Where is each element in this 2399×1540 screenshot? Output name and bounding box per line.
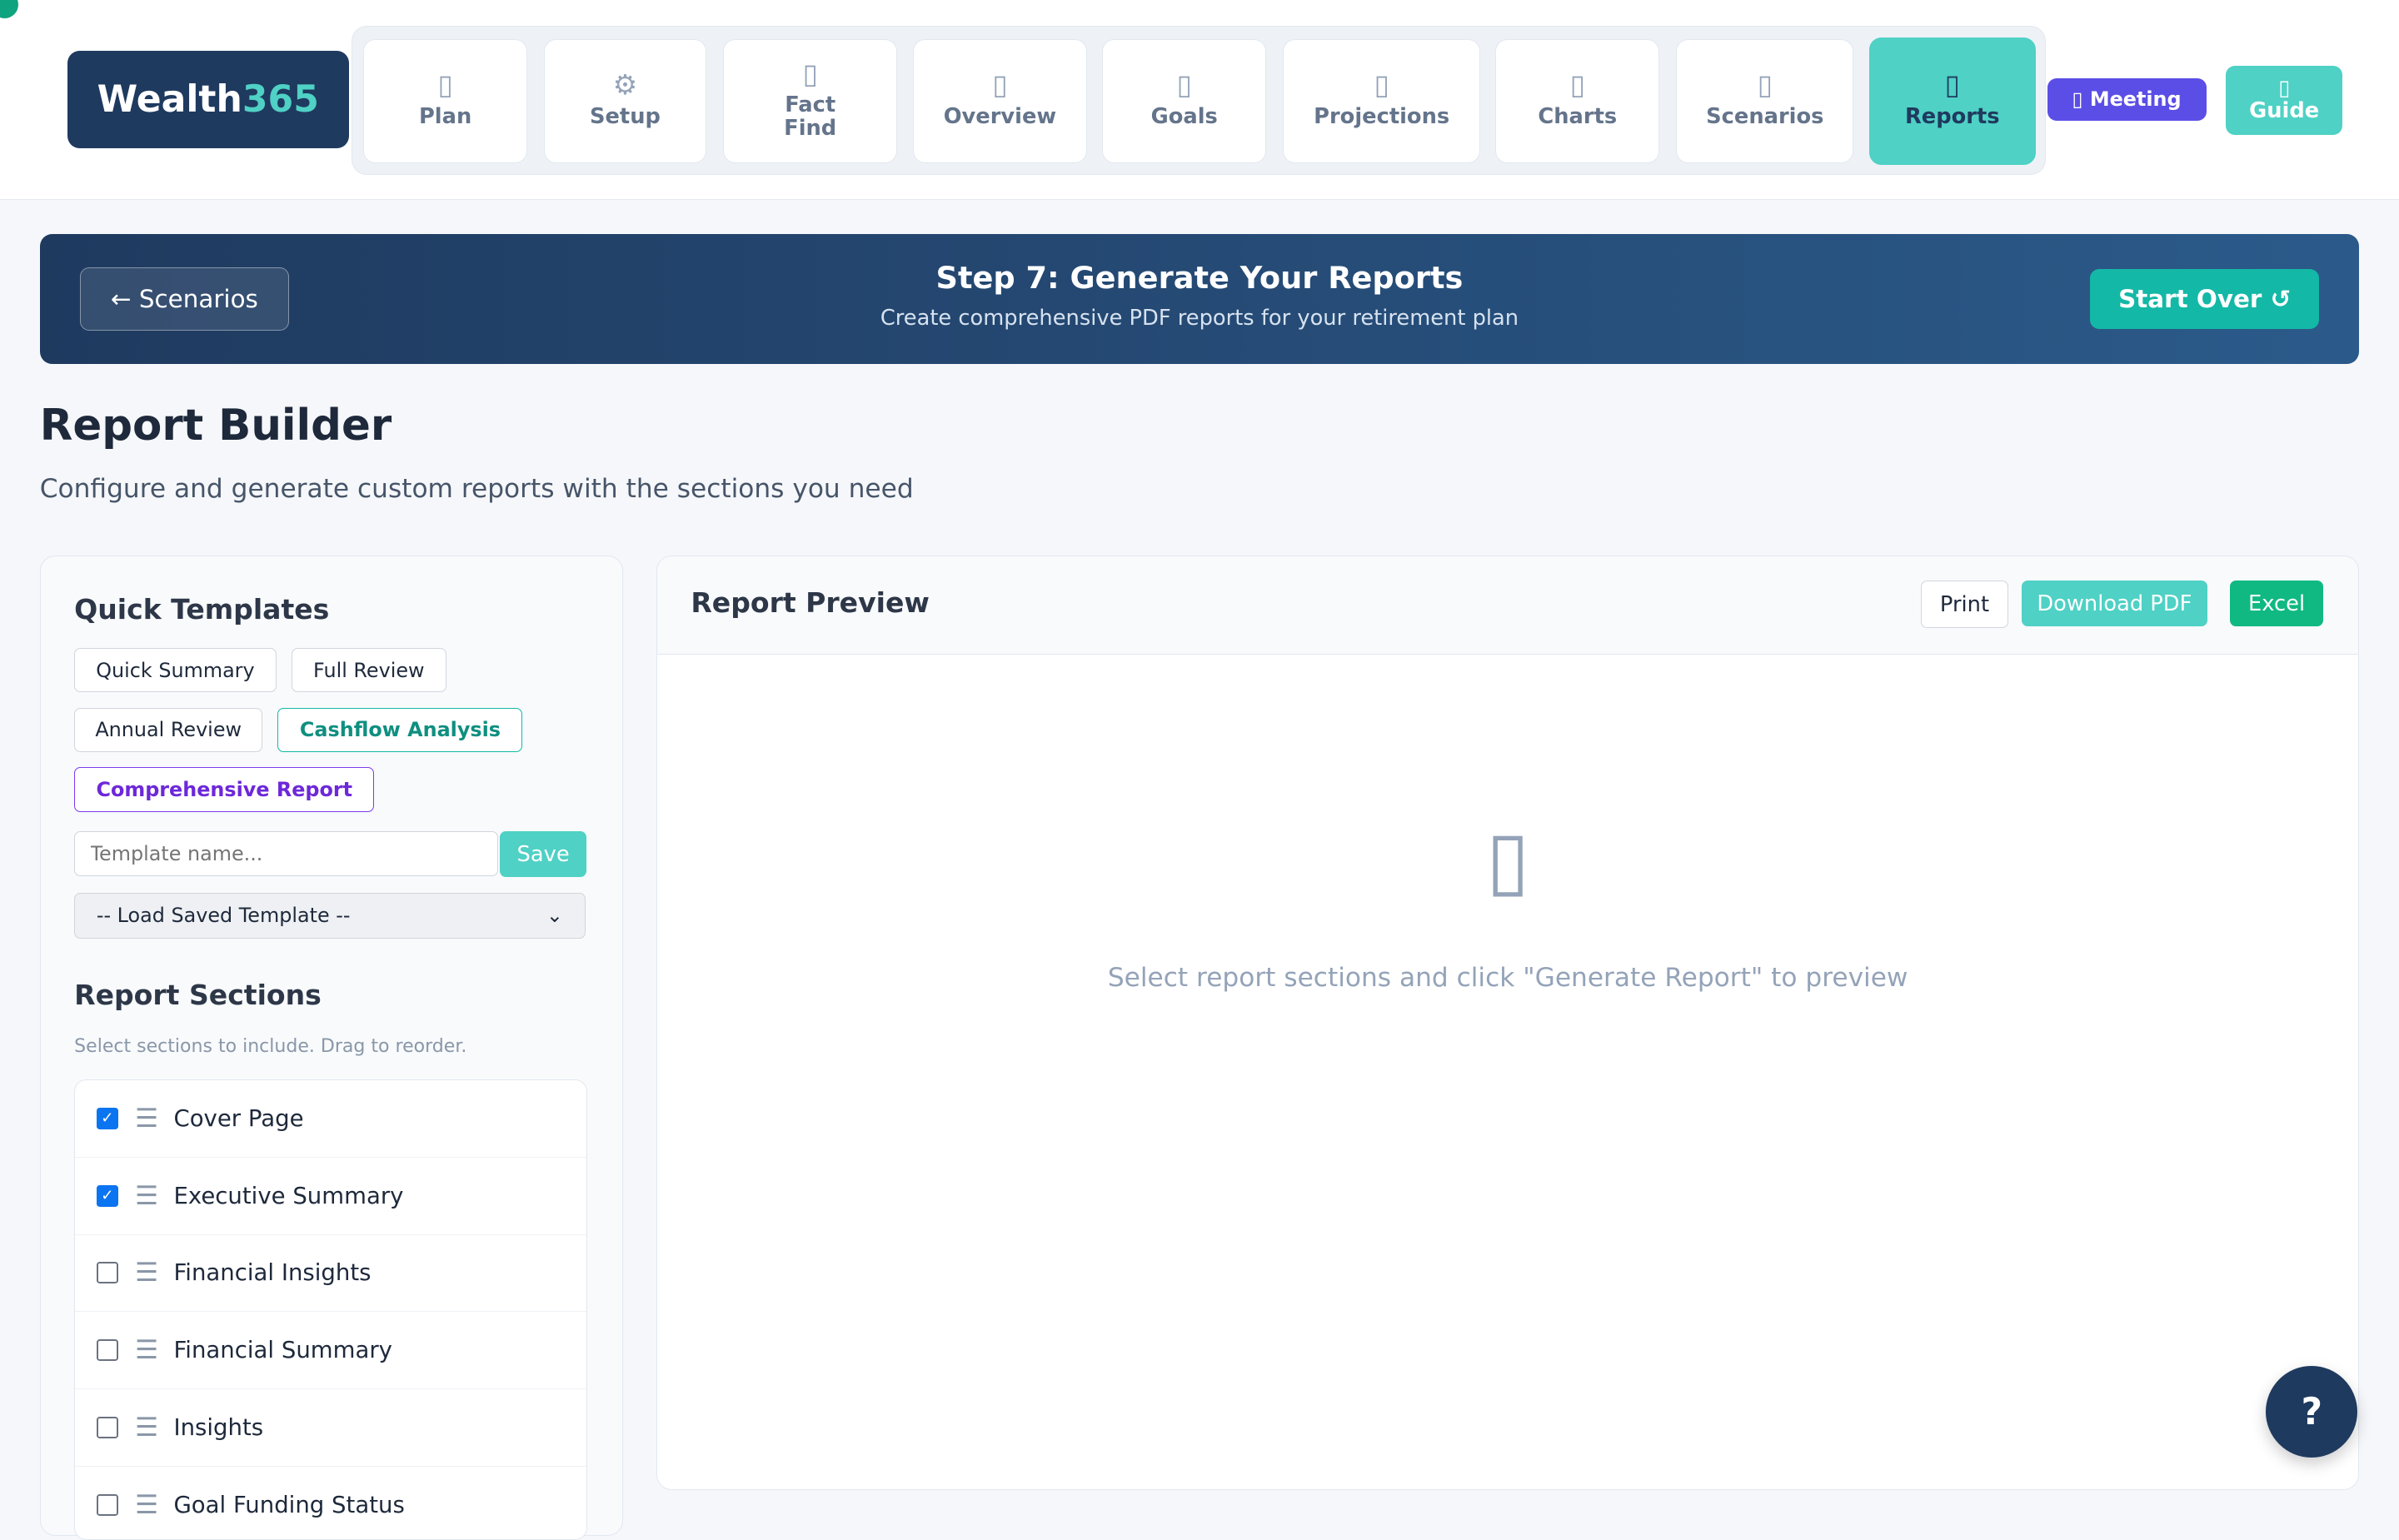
- template-comprehensive-report[interactable]: Comprehensive Report: [74, 767, 375, 812]
- section-checkbox[interactable]: [96, 1339, 118, 1362]
- load-template-select[interactable]: -- Load Saved Template -- ⌄: [74, 892, 586, 939]
- section-item[interactable]: ☰ Financial Summary: [75, 1312, 586, 1390]
- save-template-button[interactable]: Save: [499, 831, 587, 878]
- document-icon: ▯: [1485, 813, 1530, 907]
- step-title: Step 7: Generate Your Reports: [935, 260, 1464, 297]
- print-button[interactable]: Print: [1921, 581, 2008, 629]
- template-annual-review[interactable]: Annual Review: [74, 707, 263, 752]
- template-cashflow-analysis[interactable]: Cashflow Analysis: [277, 707, 523, 752]
- section-label: Cover Page: [173, 1104, 304, 1132]
- tab-projections[interactable]: ▯ Projections: [1283, 38, 1481, 163]
- start-over-button[interactable]: Start Over ↺: [2089, 269, 2320, 329]
- sections-hint: Select sections to include. Drag to reor…: [74, 1036, 467, 1058]
- section-checkbox[interactable]: [96, 1493, 118, 1516]
- step-subtitle: Create comprehensive PDF reports for you…: [880, 306, 1519, 331]
- overview-icon: ▯: [992, 68, 1008, 102]
- logo-text: Wealth: [97, 77, 242, 121]
- section-checkbox[interactable]: ✓: [96, 1107, 118, 1129]
- drag-handle-icon[interactable]: ☰: [135, 1258, 159, 1288]
- excel-button[interactable]: Excel: [2230, 581, 2324, 627]
- section-checkbox[interactable]: [96, 1262, 118, 1284]
- tab-label: Plan: [418, 103, 472, 129]
- section-label: Goal Funding Status: [173, 1491, 405, 1518]
- template-quick-summary[interactable]: Quick Summary: [74, 647, 277, 693]
- drag-handle-icon[interactable]: ☰: [135, 1335, 159, 1366]
- tab-label: Setup: [589, 103, 661, 129]
- drag-handle-icon[interactable]: ☰: [135, 1180, 159, 1211]
- tab-reports[interactable]: ▯ Reports: [1868, 37, 2036, 165]
- meeting-button[interactable]: ▯ Meeting: [2047, 77, 2207, 122]
- tab-label: Scenarios: [1706, 103, 1824, 129]
- tab-goals[interactable]: ▯ Goals: [1102, 38, 1267, 163]
- section-item[interactable]: ☰ Goal Funding Status: [75, 1467, 586, 1539]
- tab-fact-find[interactable]: ▯ Fact Find: [722, 38, 898, 163]
- tab-label: Fact Find: [784, 92, 837, 141]
- top-bar: Wealth 365 ▯ Plan ⚙ Setup ▯ Fact Find ▯ Overv…: [0, 0, 2399, 200]
- page-title: Report Builder: [39, 401, 392, 451]
- tab-scenarios[interactable]: ▯ Scenarios: [1676, 38, 1854, 163]
- reports-icon: ▯: [1944, 68, 1960, 102]
- template-full-review[interactable]: Full Review: [291, 647, 446, 693]
- drag-handle-icon[interactable]: ☰: [135, 1103, 159, 1134]
- section-item[interactable]: ☰ Financial Insights: [75, 1235, 586, 1313]
- main-nav: ▯ Plan ⚙ Setup ▯ Fact Find ▯ Overview ▯ Goals…: [352, 26, 2046, 175]
- charts-icon: ▯: [1569, 68, 1585, 102]
- sections-heading: Report Sections: [74, 978, 322, 1011]
- back-button[interactable]: ← Scenarios: [79, 267, 290, 331]
- fact-find-icon: ▯: [802, 57, 818, 90]
- drag-handle-icon[interactable]: ☰: [135, 1489, 159, 1520]
- gear-icon: ⚙: [612, 68, 638, 102]
- tab-label: Overview: [943, 103, 1057, 129]
- guide-icon: ▯: [2278, 75, 2291, 101]
- section-label: Insights: [173, 1414, 264, 1442]
- section-label: Executive Summary: [173, 1182, 404, 1209]
- section-label: Financial Insights: [173, 1259, 372, 1287]
- plan-icon: ▯: [437, 68, 453, 102]
- config-panel: Quick Templates Quick Summary Full Revie…: [39, 555, 623, 1540]
- template-name-input[interactable]: [74, 831, 499, 876]
- report-preview-panel: Report Preview Print Download PDF Excel …: [656, 555, 2360, 1491]
- status-dot: [0, 0, 19, 19]
- section-item[interactable]: ✓ ☰ Cover Page: [75, 1080, 586, 1158]
- section-checkbox[interactable]: [96, 1417, 118, 1439]
- scenarios-icon: ▯: [1757, 68, 1773, 102]
- page-subtitle: Configure and generate custom reports wi…: [39, 474, 914, 505]
- sections-list: ✓ ☰ Cover Page ✓ ☰ Executive Summary ☰ Financia…: [74, 1079, 587, 1540]
- tab-label: Reports: [1905, 103, 2000, 129]
- tab-overview[interactable]: ▯ Overview: [912, 38, 1088, 163]
- select-value: -- Load Saved Template --: [96, 904, 351, 928]
- tab-label: Charts: [1538, 103, 1618, 129]
- download-pdf-button[interactable]: Download PDF: [2022, 581, 2207, 627]
- help-button[interactable]: ?: [2266, 1366, 2358, 1458]
- tab-label: Projections: [1314, 103, 1450, 129]
- logo[interactable]: Wealth 365: [67, 50, 349, 149]
- empty-preview-text: Select report sections and click "Genera…: [1107, 963, 1908, 994]
- projections-icon: ▯: [1374, 68, 1389, 102]
- preview-header: Report Preview Print Download PDF Excel: [656, 556, 2359, 655]
- drag-handle-icon[interactable]: ☰: [135, 1413, 159, 1443]
- goals-icon: ▯: [1176, 68, 1192, 102]
- section-label: Financial Summary: [173, 1337, 392, 1364]
- guide-label: Guide: [2249, 98, 2320, 124]
- step-banner: ← Scenarios Step 7: Generate Your Report…: [39, 234, 2360, 365]
- tab-label: Goals: [1150, 103, 1218, 129]
- chevron-down-icon: ⌄: [546, 904, 563, 928]
- tab-plan[interactable]: ▯ Plan: [363, 38, 527, 163]
- section-item[interactable]: ☰ Insights: [75, 1389, 586, 1467]
- tab-setup[interactable]: ⚙ Setup: [544, 38, 706, 163]
- templates-heading: Quick Templates: [74, 592, 330, 625]
- tab-charts[interactable]: ▯ Charts: [1495, 38, 1660, 163]
- guide-button[interactable]: ▯ Guide: [2226, 65, 2342, 135]
- section-item[interactable]: ✓ ☰ Executive Summary: [75, 1158, 586, 1235]
- section-checkbox[interactable]: ✓: [96, 1184, 118, 1207]
- logo-number: 365: [242, 77, 319, 121]
- preview-title: Report Preview: [691, 586, 930, 620]
